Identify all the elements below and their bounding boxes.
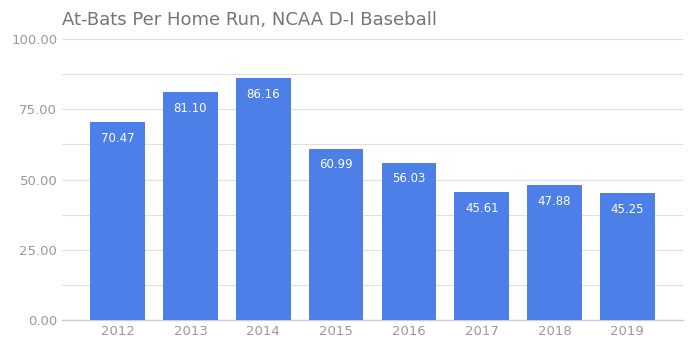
Bar <box>309 149 364 320</box>
Bar <box>90 122 145 320</box>
Text: 86.16: 86.16 <box>246 88 280 101</box>
Text: 56.03: 56.03 <box>392 172 425 185</box>
Bar <box>600 193 654 320</box>
Text: At-Bats Per Home Run, NCAA D-I Baseball: At-Bats Per Home Run, NCAA D-I Baseball <box>62 11 437 29</box>
Bar <box>163 92 218 320</box>
Bar <box>527 185 582 320</box>
Text: 45.61: 45.61 <box>465 202 498 215</box>
Text: 47.88: 47.88 <box>538 195 571 208</box>
Bar <box>382 163 437 320</box>
Text: 60.99: 60.99 <box>319 158 353 171</box>
Text: 70.47: 70.47 <box>101 132 135 145</box>
Text: 45.25: 45.25 <box>611 203 644 216</box>
Bar <box>455 192 509 320</box>
Bar <box>236 78 291 320</box>
Text: 81.10: 81.10 <box>174 102 208 115</box>
